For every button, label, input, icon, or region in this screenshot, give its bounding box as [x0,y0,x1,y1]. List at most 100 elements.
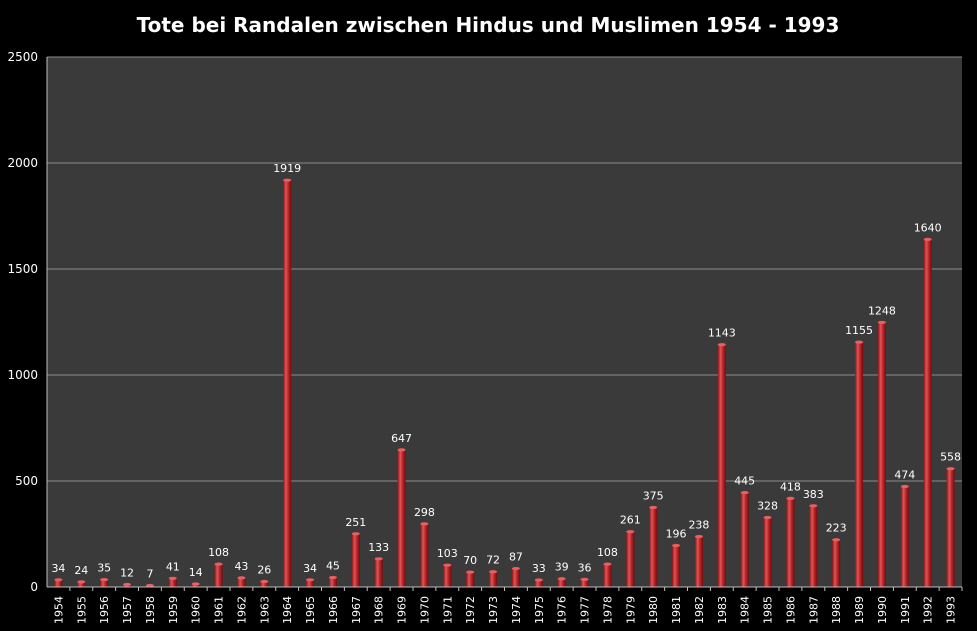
data-label: 87 [509,551,523,564]
data-label: 33 [532,562,546,575]
bar-cap [511,566,520,571]
bar [855,342,864,587]
bar [511,568,520,587]
x-tick-label: 1970 [418,596,431,624]
bar [626,531,635,587]
x-tick-label: 1957 [121,596,134,624]
bar-cap [946,467,955,471]
data-label: 14 [189,566,203,579]
data-label: 1640 [914,221,942,234]
x-tick-label: 1966 [327,596,340,624]
x-tick-label: 1993 [945,596,958,624]
bar [328,577,337,587]
bar-cap [489,570,498,574]
x-tick-label: 1978 [601,596,614,624]
x-tick-label: 1987 [807,596,820,624]
bar-cap [191,582,200,586]
y-tick-label: 1000 [7,368,38,382]
bar [717,344,726,587]
bar-cap [443,563,452,567]
data-label: 72 [486,554,500,567]
data-label: 45 [326,559,340,572]
y-tick-label: 1500 [7,262,38,276]
x-tick-label: 1985 [762,596,775,624]
x-tick-label: 1959 [167,596,180,624]
x-tick-label: 1982 [693,596,706,624]
x-tick-label: 1955 [75,596,88,624]
bar-cap [54,578,63,582]
bar [534,580,543,587]
bar [694,536,703,587]
data-label: 70 [463,554,477,567]
y-tick-label: 0 [30,580,38,594]
x-tick-label: 1988 [830,596,843,624]
bar [306,579,315,587]
bar-cap [534,578,543,582]
bars [54,178,955,588]
bar-cap [557,577,566,581]
gridlines [47,56,962,482]
bar-cap [740,491,749,495]
x-tick-label: 1984 [739,596,752,624]
x-tick-label: 1990 [876,596,889,624]
data-label: 7 [146,568,153,581]
bar-cap [877,320,886,325]
data-label: 261 [620,514,641,527]
bar-cap [717,343,726,347]
data-label: 251 [345,516,366,529]
bar [489,571,498,587]
bar [923,239,932,587]
data-label: 108 [208,546,229,559]
bar-cap [77,580,86,584]
bar [603,564,612,587]
bar-cap [832,538,841,542]
bar [672,545,681,587]
data-label: 474 [894,469,915,482]
x-tick-label: 1965 [304,596,317,624]
bar-cap [809,504,818,508]
bar-cap [580,577,589,581]
data-label: 328 [757,499,778,512]
bar-cap [306,578,315,582]
x-tick-label: 1964 [281,596,294,624]
bar [260,581,269,587]
bar [466,572,475,587]
data-label: 41 [166,560,180,573]
bar-cap [283,178,292,182]
data-label: 558 [940,451,961,464]
x-tick-label: 1968 [373,596,386,624]
data-label: 43 [234,560,248,573]
bar-cap [649,505,658,510]
x-tick-label: 1980 [647,596,660,624]
bar-cap [626,530,635,534]
y-tick-label: 2000 [7,156,38,170]
data-label: 1248 [868,304,896,317]
bar [374,558,383,587]
x-tick-label: 1954 [52,596,65,624]
bar-cap [374,557,383,561]
bar [100,579,109,587]
bar-cap [420,522,429,526]
data-label: 34 [303,562,317,575]
bar [557,578,566,587]
data-label: 35 [97,562,111,575]
y-axis: 0 500 1000 1500 2000 2500 [7,50,48,594]
x-tick-label: 1967 [350,596,363,624]
bar-cap [328,575,337,580]
bar [420,523,429,587]
data-label: 103 [437,547,458,560]
bar [443,565,452,587]
x-tick-label: 1956 [98,596,111,624]
data-label: 238 [688,519,709,532]
x-tick-label: 1971 [441,596,454,624]
bar-cap [100,577,109,582]
bar [900,486,909,587]
x-axis: 1954 1955 1956 1957 1958 1959 1960 1961 1962 1963… [47,586,963,624]
x-tick-label: 1983 [716,596,729,624]
x-tick-label: 1960 [190,596,203,624]
data-label: 39 [555,561,569,574]
bar [214,564,223,587]
x-tick-label: 1961 [213,596,226,624]
x-tick-label: 1989 [853,596,866,624]
x-tick-label: 1979 [624,596,637,624]
